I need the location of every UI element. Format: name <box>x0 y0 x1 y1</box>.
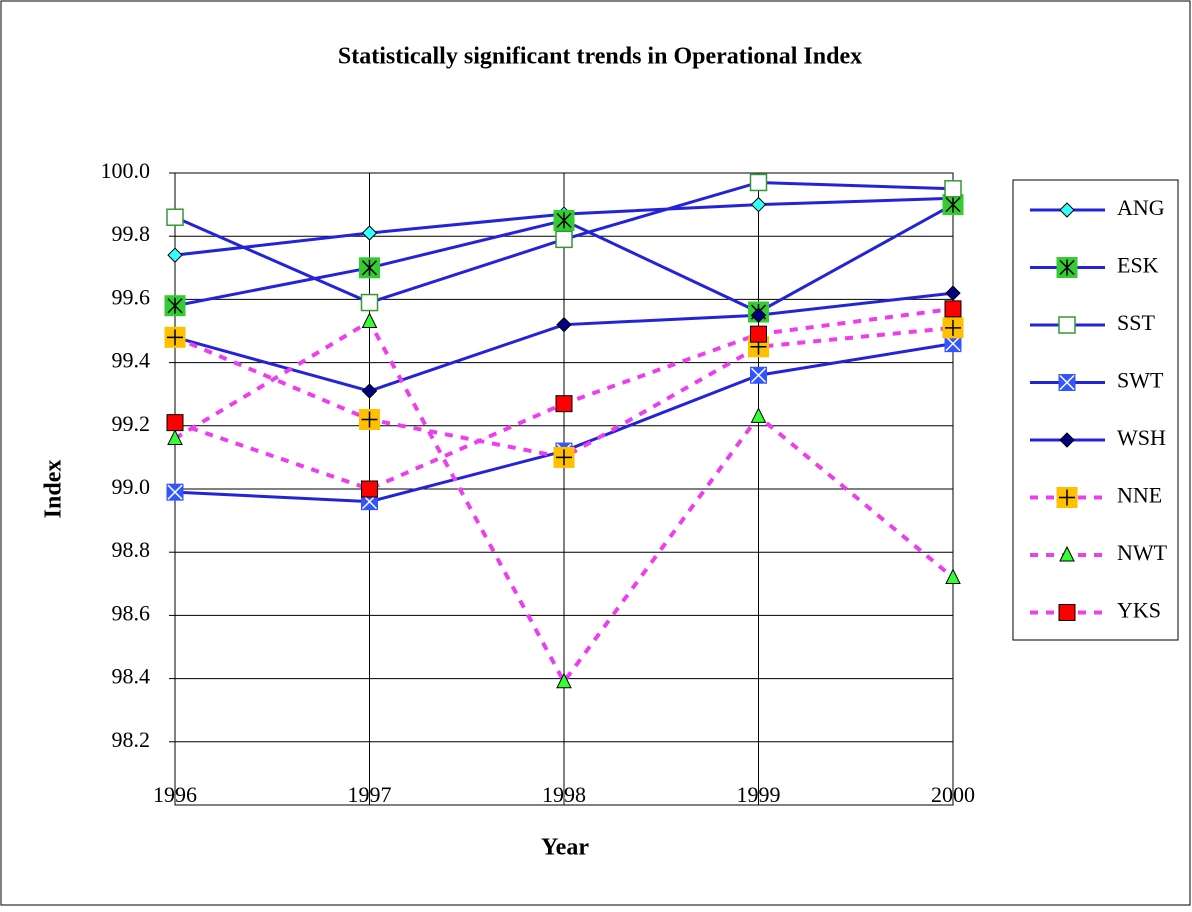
legend-marker <box>1059 202 1075 218</box>
marker-shape <box>360 293 379 312</box>
marker-shape <box>1059 259 1075 276</box>
legend-box <box>1012 179 1179 641</box>
x-axis-title: Year <box>541 835 589 861</box>
marker <box>944 335 962 353</box>
marker <box>359 408 380 430</box>
marker-shape <box>750 367 767 383</box>
marker-shape <box>945 319 961 336</box>
legend-marker <box>1059 545 1075 562</box>
marker <box>942 317 964 339</box>
y-tick-label: 100.0 <box>101 158 151 183</box>
marker <box>945 285 961 301</box>
marker <box>166 414 184 432</box>
marker <box>361 480 378 498</box>
marker <box>361 493 378 511</box>
legend-marker <box>1058 374 1076 391</box>
legend-label: WSH <box>1117 425 1166 450</box>
marker <box>750 196 767 213</box>
marker <box>359 257 380 279</box>
y-tick-label: 98.2 <box>112 727 151 752</box>
legend-label: NNE <box>1117 483 1162 508</box>
marker <box>164 295 186 317</box>
marker-shape <box>945 196 961 213</box>
y-tick-label: 98.8 <box>112 537 151 562</box>
marker-shape <box>555 230 573 249</box>
marker-shape <box>1058 316 1076 334</box>
marker <box>750 366 767 384</box>
marker-shape <box>945 336 961 352</box>
marker-shape <box>944 300 962 318</box>
marker <box>556 672 572 689</box>
marker <box>167 247 183 263</box>
marker <box>555 230 573 249</box>
marker <box>750 325 767 343</box>
marker-shape <box>555 395 573 413</box>
marker-shape <box>1059 374 1075 391</box>
y-tick-label: 99.0 <box>112 474 151 499</box>
legend-label: SST <box>1117 310 1155 335</box>
y-tick-label: 99.8 <box>112 221 151 246</box>
legend-label: ANG <box>1117 195 1165 220</box>
legend-marker <box>1056 487 1078 508</box>
y-tick-label: 98.4 <box>112 664 151 689</box>
marker <box>945 568 961 584</box>
marker-shape <box>749 173 768 192</box>
x-tick-label: 1999 <box>737 782 781 807</box>
marker <box>361 383 378 399</box>
marker <box>942 194 964 216</box>
legend-marker <box>1056 257 1078 278</box>
marker-shape <box>1059 489 1075 506</box>
marker <box>361 312 378 329</box>
marker <box>166 208 184 226</box>
series-line <box>173 318 955 686</box>
y-axis-title: Index <box>41 460 67 519</box>
y-tick-label: 98.6 <box>112 600 151 625</box>
y-tick-label: 99.6 <box>112 284 151 309</box>
y-tick-label: 99.2 <box>112 411 151 436</box>
legend-label: NWT <box>1117 540 1168 565</box>
marker-shape <box>167 329 183 346</box>
marker <box>749 173 768 192</box>
marker <box>166 483 184 501</box>
legend-label: ESK <box>1117 253 1159 278</box>
marker-shape <box>166 208 184 226</box>
marker-shape <box>944 180 962 198</box>
marker-shape <box>750 325 767 343</box>
marker-shape <box>361 480 378 498</box>
marker-shape <box>167 297 183 314</box>
marker-shape <box>166 414 184 432</box>
chart-title: Statistically significant trends in Oper… <box>338 44 862 70</box>
marker-shape <box>556 449 572 466</box>
marker <box>556 316 572 333</box>
marker <box>164 326 186 348</box>
legend-label: SWT <box>1117 368 1164 393</box>
marker <box>553 446 575 468</box>
marker <box>555 395 573 413</box>
legend-marker <box>1058 316 1076 334</box>
marker-shape <box>556 212 572 229</box>
y-tick-label: 99.4 <box>112 348 151 373</box>
marker <box>944 300 962 318</box>
marker <box>167 429 183 445</box>
marker <box>360 293 379 312</box>
marker <box>361 225 378 241</box>
marker <box>944 180 962 198</box>
marker-shape <box>361 411 378 428</box>
x-tick-label: 1998 <box>542 782 586 807</box>
legend-marker <box>1058 604 1076 621</box>
marker <box>750 407 767 423</box>
x-tick-label: 1997 <box>348 782 392 807</box>
marker-shape <box>361 259 378 276</box>
marker <box>750 307 767 323</box>
marker-shape <box>167 484 183 500</box>
marker-shape <box>1058 604 1076 621</box>
marker <box>553 209 575 231</box>
legend-marker <box>1059 432 1075 448</box>
legend-label: YKS <box>1117 598 1161 623</box>
